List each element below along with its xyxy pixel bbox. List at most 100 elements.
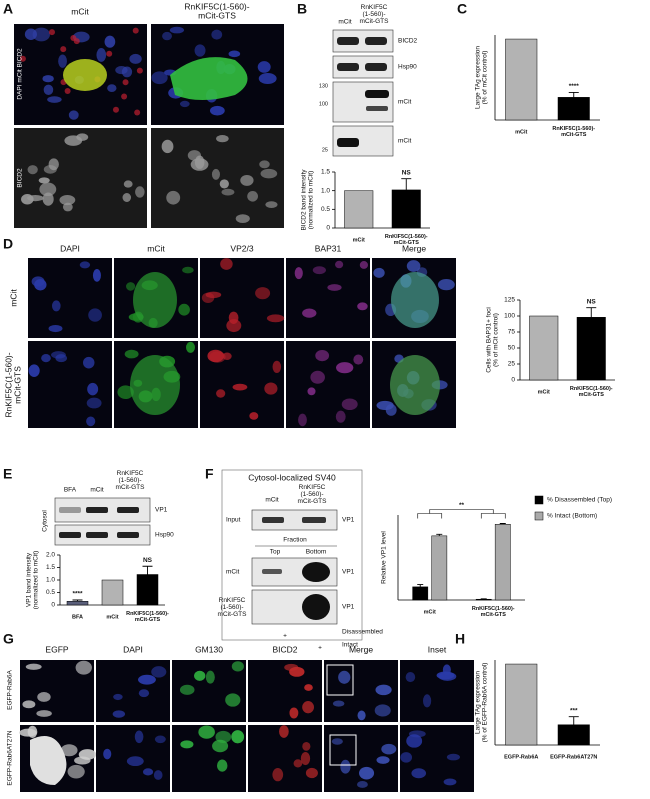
text-line: mCit-GTS (394, 240, 420, 246)
cell (220, 258, 233, 270)
cell (151, 71, 168, 85)
x-tick-label: RnKIF5C(1-560)-mCit-GTS (552, 126, 595, 138)
text-line: RnKIF5C(1-560)- (552, 126, 595, 132)
y-axis-label: BICD2 band intensity(normalized to mCit) (300, 169, 314, 231)
inset-box (329, 734, 357, 766)
panel-letter: C (457, 1, 467, 17)
cell (154, 735, 166, 744)
cell (87, 382, 99, 396)
column-label: BICD2 (272, 644, 297, 654)
text-line: mCit-GTS (218, 611, 248, 618)
band (117, 507, 139, 513)
cell (25, 663, 42, 670)
cell (315, 350, 330, 362)
cell (437, 278, 455, 291)
cell (293, 759, 303, 768)
cell (266, 314, 285, 323)
blot-label: mCit (398, 138, 412, 145)
bar (505, 663, 538, 746)
mw-marker: 25 (322, 147, 328, 153)
text-line: (1-560)- (220, 604, 243, 611)
cell (161, 139, 174, 154)
cell (357, 302, 368, 311)
band (262, 517, 284, 523)
significance: NS (402, 169, 412, 176)
x-tick-label: RnKIF5C(1-560)-mCit-GTS (126, 611, 169, 623)
cell (115, 66, 128, 75)
cell (226, 319, 242, 333)
x-tick-label: BFA (72, 614, 83, 620)
x-tick-label: mCit (424, 609, 436, 615)
cell (222, 352, 232, 360)
text-line: RnKIF5C (361, 4, 388, 11)
cell (112, 710, 126, 718)
text-line: Cells with BAP31+ foci (485, 307, 492, 373)
micrograph (28, 258, 112, 338)
cell (205, 670, 215, 684)
cell (122, 79, 129, 86)
cell (411, 768, 427, 779)
cell (335, 260, 344, 269)
cell (169, 26, 185, 34)
y-tick-label: 125 (504, 297, 515, 304)
text-line: (1-560)- (300, 491, 323, 498)
cell (106, 50, 113, 57)
text-line: (1-560)- (118, 477, 141, 484)
cell (302, 308, 317, 318)
footer: Intact (342, 642, 358, 649)
cell (180, 740, 194, 749)
cell (75, 660, 92, 675)
blot-label: BICD2 (398, 38, 418, 45)
column-label: DAPI (60, 243, 80, 253)
cell (179, 100, 190, 108)
text-line: mCit-GTS (579, 392, 605, 398)
cell (59, 195, 76, 206)
cell (359, 766, 375, 780)
cell (231, 661, 244, 672)
x-tick-label: mCit (106, 614, 118, 620)
x-tick-label: mCit (538, 389, 550, 395)
cell (255, 287, 271, 300)
cell (300, 751, 311, 766)
cell (257, 61, 271, 73)
cell (76, 133, 89, 141)
cell (279, 725, 289, 738)
cell (219, 179, 229, 189)
cell (240, 174, 254, 186)
blot (332, 29, 394, 53)
cell (406, 734, 423, 748)
y-tick-label: 25 (508, 361, 516, 368)
blot (332, 81, 394, 123)
cell (38, 177, 50, 184)
cell (104, 35, 116, 48)
text-line: mCit-GTS (116, 484, 146, 491)
cell (67, 764, 85, 779)
y-tick-label: 100 (504, 313, 515, 320)
y-axis-label: Large TAg expression(% of mCit control) (474, 46, 488, 109)
cell (400, 752, 413, 763)
legend-swatch (534, 511, 544, 521)
cell (331, 738, 343, 745)
cell (332, 700, 345, 707)
row-label: EGFP-Rab6AT27N (7, 730, 14, 785)
legend-label: % Intact (Bottom) (547, 513, 597, 520)
cell (327, 284, 342, 291)
cell (381, 743, 397, 755)
bar (529, 315, 559, 381)
panel-letter: A (3, 1, 13, 17)
cell (341, 398, 358, 411)
cell (123, 180, 133, 188)
cell (92, 269, 101, 282)
cell (335, 410, 346, 423)
cell (178, 303, 190, 316)
cell (438, 671, 457, 681)
cell (48, 158, 59, 171)
text-line: mCit-GTS (298, 498, 328, 505)
cell (353, 354, 364, 365)
cell (357, 710, 366, 721)
blot (251, 509, 338, 531)
cell (228, 50, 241, 58)
cell (47, 96, 62, 103)
text-line: (1-560)- (362, 11, 385, 18)
cell (19, 55, 26, 62)
